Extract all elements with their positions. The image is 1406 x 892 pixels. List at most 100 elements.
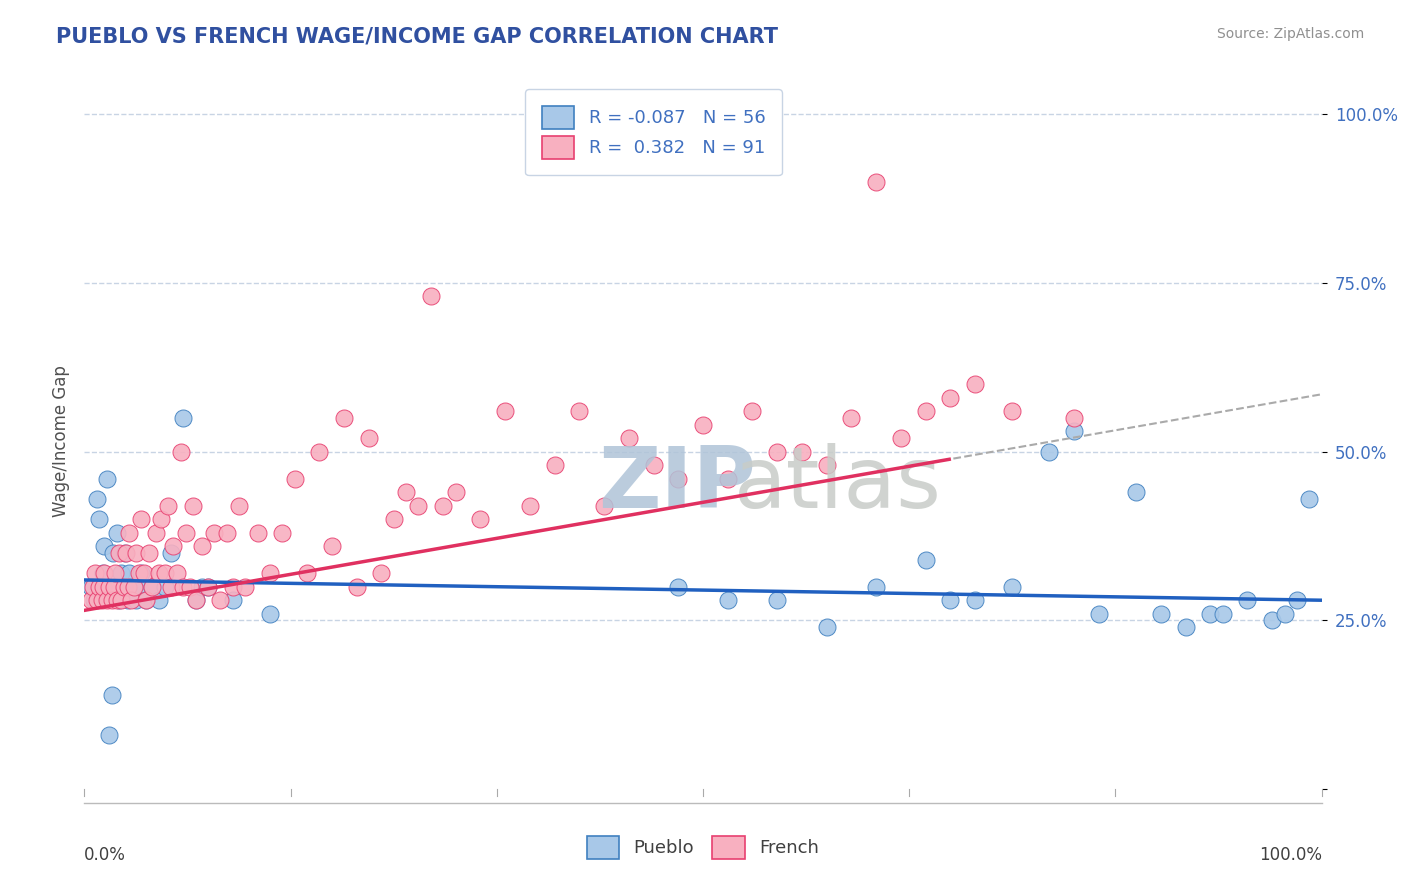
- Point: [125, 593, 148, 607]
- Point: [89, 580, 111, 594]
- Point: [666, 472, 689, 486]
- Point: [1174, 620, 1197, 634]
- Point: [470, 512, 492, 526]
- Point: [1298, 491, 1320, 506]
- Point: [346, 580, 368, 594]
- Point: [91, 566, 114, 581]
- Point: [79, 593, 101, 607]
- Text: atlas: atlas: [734, 443, 942, 526]
- Point: [1236, 593, 1258, 607]
- Point: [96, 472, 118, 486]
- Point: [105, 593, 128, 607]
- Text: 0.0%: 0.0%: [84, 847, 127, 864]
- Point: [766, 593, 789, 607]
- Point: [100, 593, 122, 607]
- Point: [246, 525, 269, 540]
- Point: [215, 525, 238, 540]
- Point: [122, 580, 145, 594]
- Point: [395, 485, 418, 500]
- Point: [148, 566, 170, 581]
- Point: [1088, 607, 1111, 621]
- Point: [128, 580, 150, 594]
- Point: [939, 593, 962, 607]
- Point: [179, 580, 201, 594]
- Point: [135, 593, 157, 607]
- Point: [115, 546, 138, 560]
- Point: [1274, 607, 1296, 621]
- Point: [114, 546, 136, 560]
- Point: [370, 566, 392, 581]
- Point: [117, 580, 139, 594]
- Point: [172, 411, 194, 425]
- Point: [191, 580, 214, 594]
- Point: [128, 566, 150, 581]
- Point: [104, 566, 127, 581]
- Point: [914, 404, 936, 418]
- Point: [86, 593, 108, 607]
- Point: [145, 525, 167, 540]
- Point: [259, 566, 281, 581]
- Point: [357, 431, 380, 445]
- Point: [93, 566, 115, 581]
- Point: [135, 593, 157, 607]
- Point: [1150, 607, 1173, 621]
- Point: [166, 566, 188, 581]
- Point: [308, 444, 330, 458]
- Point: [110, 566, 132, 581]
- Point: [108, 593, 131, 607]
- Point: [222, 593, 245, 607]
- Point: [766, 444, 789, 458]
- Point: [104, 580, 127, 594]
- Point: [96, 593, 118, 607]
- Point: [1001, 580, 1024, 594]
- Point: [89, 512, 111, 526]
- Point: [101, 546, 124, 560]
- Point: [120, 580, 142, 594]
- Y-axis label: Wage/Income Gap: Wage/Income Gap: [52, 366, 70, 517]
- Point: [79, 580, 101, 594]
- Point: [914, 552, 936, 566]
- Point: [112, 580, 135, 594]
- Point: [197, 580, 219, 594]
- Point: [105, 525, 128, 540]
- Point: [1285, 593, 1308, 607]
- Point: [141, 580, 163, 594]
- Point: [643, 458, 665, 472]
- Point: [197, 580, 219, 594]
- Point: [83, 593, 105, 607]
- Point: [890, 431, 912, 445]
- Point: [494, 404, 516, 418]
- Point: [153, 566, 176, 581]
- Point: [141, 580, 163, 594]
- Point: [295, 566, 318, 581]
- Text: Source: ZipAtlas.com: Source: ZipAtlas.com: [1216, 27, 1364, 41]
- Point: [118, 566, 141, 581]
- Point: [1261, 614, 1284, 628]
- Point: [1212, 607, 1234, 621]
- Text: PUEBLO VS FRENCH WAGE/INCOME GAP CORRELATION CHART: PUEBLO VS FRENCH WAGE/INCOME GAP CORRELA…: [56, 27, 779, 46]
- Point: [692, 417, 714, 432]
- Point: [153, 580, 176, 594]
- Point: [233, 580, 256, 594]
- Point: [172, 580, 194, 594]
- Point: [122, 580, 145, 594]
- Point: [162, 539, 184, 553]
- Point: [93, 539, 115, 553]
- Point: [432, 499, 454, 513]
- Point: [170, 444, 193, 458]
- Point: [191, 539, 214, 553]
- Point: [1199, 607, 1222, 621]
- Point: [815, 458, 838, 472]
- Point: [148, 593, 170, 607]
- Point: [865, 175, 887, 189]
- Text: ZIP: ZIP: [598, 443, 755, 526]
- Point: [117, 593, 139, 607]
- Text: 100.0%: 100.0%: [1258, 847, 1322, 864]
- Point: [717, 593, 740, 607]
- Point: [184, 593, 207, 607]
- Point: [568, 404, 591, 418]
- Point: [1001, 404, 1024, 418]
- Point: [333, 411, 356, 425]
- Point: [129, 512, 152, 526]
- Point: [741, 404, 763, 418]
